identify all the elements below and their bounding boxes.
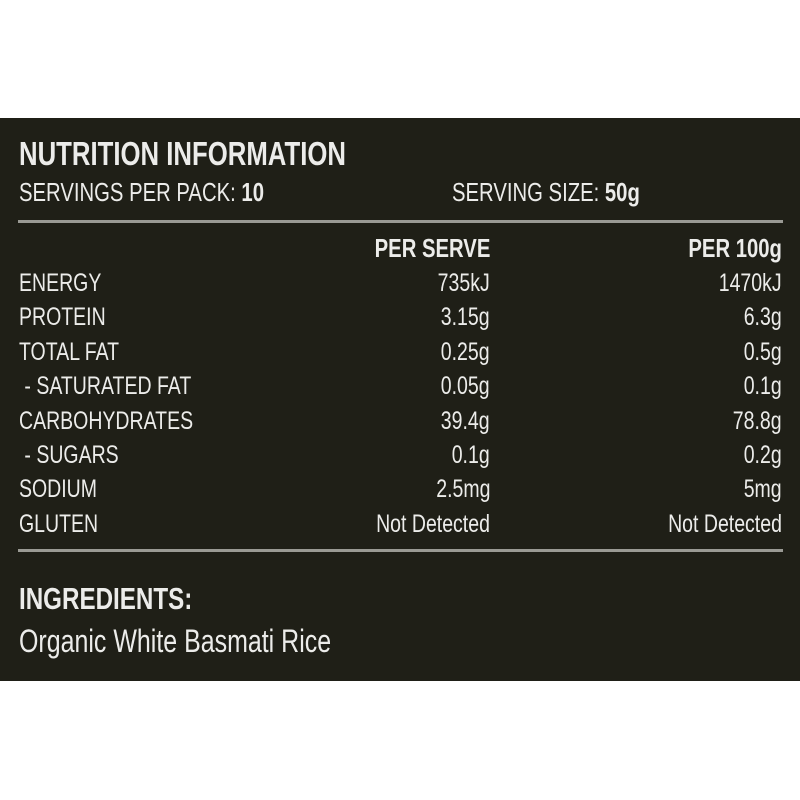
ingredients-heading: INGREDIENTS: [19,581,193,616]
nutrient-name: SODIUM [19,475,97,504]
nutrient-name: PROTEIN [19,303,106,332]
per-100g-value: 0.5g [744,337,782,366]
divider-top [18,220,783,223]
nutrient-name: GLUTEN [19,509,99,538]
column-header-per-serve: PER SERVE [374,233,490,263]
per-100g-value: 6.3g [744,303,782,332]
nutrient-name: ENERGY [19,269,102,297]
per-serve-value: 3.15g [441,303,490,332]
per-serve-value: 0.25g [441,337,490,366]
servings-per-pack-label: SERVINGS PER PACK: [19,177,236,207]
nutrition-row: SODIUM 2.5mg 5mg [0,477,800,507]
nutrition-row: TOTAL FAT 0.25g 0.5g [0,337,800,370]
per-serve-value: 2.5mg [435,475,490,504]
ingredients-text: Organic White Basmati Rice [19,623,332,659]
serving-size: SERVING SIZE: 50g [452,179,640,205]
servings-per-pack: SERVINGS PER PACK: 10 [19,179,264,205]
per-100g-value: 0.2g [744,441,782,469]
nutrition-row: - SATURATED FAT 0.05g 0.1g [0,374,800,404]
nutrient-name: CARBOHYDRATES [19,406,194,435]
nutrient-name: - SUGARS [19,441,119,469]
title: NUTRITION INFORMATION [19,135,346,172]
per-100g-value: Not Detected [668,509,782,538]
column-header-per-100g: PER 100g [688,233,782,263]
nutrition-row: - SUGARS 0.1g 0.2g [0,443,800,473]
per-100g-value: 5mg [744,475,782,504]
per-100g-value: 78.8g [733,406,782,435]
nutrition-row: GLUTEN Not Detected Not Detected [0,509,800,542]
per-serve-value: Not Detected [376,509,490,538]
nutrition-panel [0,118,800,681]
per-100g-value: 0.1g [744,372,782,401]
nutrition-row: PROTEIN 3.15g 6.3g [0,305,800,335]
nutrient-name: - SATURATED FAT [19,372,192,401]
per-100g-value: 1470kJ [719,269,782,297]
per-serve-value: 735kJ [437,269,490,297]
per-serve-value: 0.1g [452,441,490,469]
serving-size-value: 50g [604,177,640,207]
nutrition-row: ENERGY 735kJ 1470kJ [0,271,800,301]
divider-bottom [18,549,783,552]
serving-size-label: SERVING SIZE: [452,177,600,207]
nutrition-row: CARBOHYDRATES 39.4g 78.8g [0,406,800,439]
per-serve-value: 0.05g [441,372,490,401]
per-serve-value: 39.4g [441,406,490,435]
servings-per-pack-value: 10 [241,177,264,207]
nutrient-name: TOTAL FAT [19,337,120,366]
